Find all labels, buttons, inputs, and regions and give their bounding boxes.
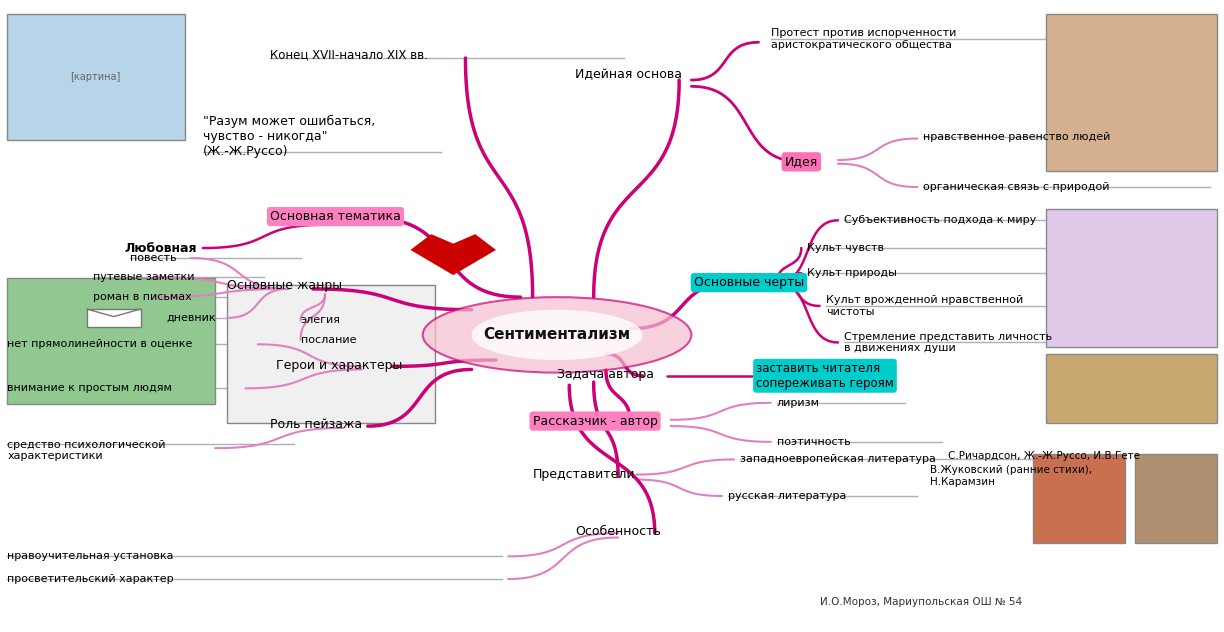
FancyBboxPatch shape: [7, 14, 185, 140]
Text: заставить читателя
сопереживать героям: заставить читателя сопереживать героям: [756, 362, 894, 390]
Text: западноевропейская литература: западноевропейская литература: [741, 454, 936, 465]
Text: Идея: Идея: [785, 155, 818, 168]
Text: путевые заметки: путевые заметки: [93, 272, 195, 282]
Text: Любовная: Любовная: [125, 241, 197, 255]
Text: В.Жуковский (ранние стихи),
Н.Карамзин: В.Жуковский (ранние стихи), Н.Карамзин: [929, 465, 1092, 487]
Text: [картина]: [картина]: [70, 72, 121, 82]
Text: Сентиментализм: Сентиментализм: [483, 327, 630, 343]
Text: поэтичность: поэтичность: [777, 437, 851, 447]
Text: Стремление представить личность
в движениях души: Стремление представить личность в движен…: [845, 332, 1053, 353]
Text: внимание к простым людям: внимание к простым людям: [7, 384, 173, 393]
FancyBboxPatch shape: [1045, 14, 1217, 171]
Polygon shape: [410, 234, 496, 275]
Text: Представители: Представители: [532, 468, 635, 481]
Text: Основные черты: Основные черты: [694, 276, 804, 289]
Text: С.Ричардсон, Ж.-Ж.Руссо, И.В.Гете: С.Ричардсон, Ж.-Ж.Руссо, И.В.Гете: [947, 451, 1140, 461]
Text: просветительский характер: просветительский характер: [7, 574, 174, 584]
Text: нет прямолинейности в оценке: нет прямолинейности в оценке: [7, 339, 193, 349]
FancyBboxPatch shape: [1045, 354, 1217, 423]
Text: органическая связь с природой: органическая связь с природой: [923, 182, 1110, 192]
Text: роман в письмах: роман в письмах: [93, 292, 192, 302]
Text: Основные жанры: Основные жанры: [228, 279, 343, 292]
Ellipse shape: [471, 310, 643, 360]
Text: Культ природы: Культ природы: [808, 268, 897, 278]
Text: Идейная основа: Идейная основа: [575, 68, 682, 82]
Text: Культ чувств: Культ чувств: [808, 243, 885, 253]
Text: Рассказчик - автор: Рассказчик - автор: [532, 415, 657, 428]
Text: Особенность: Особенность: [575, 525, 661, 538]
Text: Культ врожденной нравственной
чистоты: Культ врожденной нравственной чистоты: [826, 295, 1023, 317]
Text: "Разум может ошибаться,
чувство - никогда"
(Ж.-Ж.Руссо): "Разум может ошибаться, чувство - никогд…: [203, 115, 375, 158]
Text: Задача автора: Задача автора: [557, 368, 654, 381]
Text: элегия: элегия: [301, 315, 340, 325]
Text: нравственное равенство людей: нравственное равенство людей: [923, 131, 1111, 142]
FancyBboxPatch shape: [228, 284, 435, 423]
Text: послание: послание: [301, 335, 356, 345]
Text: русская литература: русская литература: [728, 491, 846, 501]
Text: Роль пейзажа: Роль пейзажа: [271, 418, 362, 431]
Text: Основная тематика: Основная тематика: [271, 210, 401, 223]
Text: лиризм: лиризм: [777, 398, 820, 408]
FancyBboxPatch shape: [87, 309, 141, 327]
Text: Герои и характеры: Герои и характеры: [277, 358, 403, 372]
FancyBboxPatch shape: [1033, 454, 1125, 542]
FancyBboxPatch shape: [1045, 209, 1217, 348]
Text: дневник: дневник: [166, 313, 215, 323]
Text: средство психологической
характеристики: средство психологической характеристики: [7, 440, 166, 461]
Text: нравоучительная установка: нравоучительная установка: [7, 551, 174, 561]
Text: Конец XVII-начало XIX вв.: Конец XVII-начало XIX вв.: [271, 49, 428, 61]
FancyBboxPatch shape: [1135, 454, 1217, 542]
FancyBboxPatch shape: [7, 278, 215, 404]
Text: И.О.Мороз, Мариупольская ОШ № 54: И.О.Мороз, Мариупольская ОШ № 54: [820, 597, 1022, 607]
Text: повесть: повесть: [130, 253, 176, 263]
Ellipse shape: [422, 297, 692, 373]
Text: Протест против испорченности
аристократического общества: Протест против испорченности аристократи…: [771, 28, 956, 50]
Text: Субъективность подхода к миру: Субъективность подхода к миру: [845, 216, 1037, 226]
